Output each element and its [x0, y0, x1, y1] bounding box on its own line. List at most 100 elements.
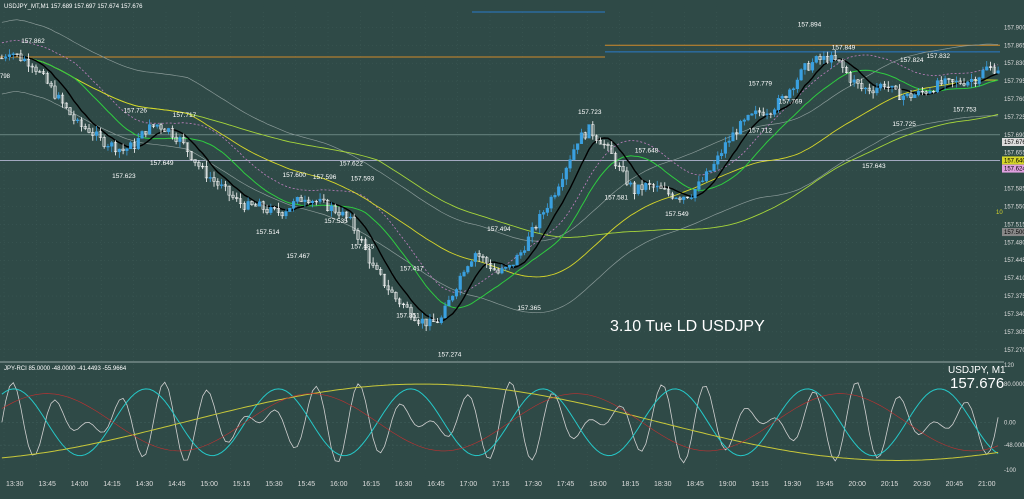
candle-body	[72, 114, 76, 121]
rci-tick-label: 120	[1004, 363, 1015, 369]
candle-body	[473, 253, 477, 262]
candle-body	[38, 71, 42, 73]
candle-body	[79, 119, 84, 127]
candle-body	[954, 80, 959, 83]
candle-body	[91, 132, 95, 136]
candle-body	[879, 83, 883, 89]
candle-body	[30, 65, 34, 68]
candle-body	[913, 94, 917, 98]
symbol-timeframe-label: USDJPY, M1	[948, 365, 1006, 376]
price-label: 157.549	[665, 211, 689, 218]
candle-body	[973, 78, 977, 84]
candle-body	[76, 119, 80, 121]
candle-body	[382, 273, 387, 287]
candle-body	[723, 142, 727, 154]
candle-body	[4, 56, 8, 59]
x-tick-label: 17:30	[524, 481, 542, 488]
x-tick-label: 20:30	[913, 481, 931, 488]
candle-body	[424, 318, 428, 327]
candle-body	[553, 195, 557, 198]
candle-body	[201, 165, 205, 168]
candle-body	[443, 305, 447, 318]
candle-body	[871, 90, 875, 94]
candle-body	[64, 102, 68, 108]
price-label: 157.535	[324, 218, 348, 225]
candle-body	[132, 142, 137, 149]
candle-body	[617, 165, 621, 167]
candle-body	[629, 182, 633, 185]
candle-body	[420, 318, 424, 324]
candle-body	[216, 181, 220, 186]
y-tick-label: 157.480	[1004, 240, 1024, 246]
candle-body	[852, 79, 856, 83]
candle-body	[242, 203, 246, 210]
candle-body	[276, 207, 280, 213]
candle-body	[932, 91, 936, 93]
candle-body	[102, 137, 106, 147]
candle-body	[254, 204, 258, 207]
candle-body	[882, 83, 887, 88]
rci-tick-label: -100	[1004, 468, 1017, 474]
candle-body	[598, 140, 602, 145]
candle-body	[511, 264, 515, 267]
candle-body	[670, 193, 674, 199]
candle-body	[909, 93, 913, 98]
x-tick-label: 17:15	[492, 481, 510, 488]
y-tick-label: 157.410	[1004, 276, 1024, 282]
candle-body	[409, 306, 413, 318]
price-marker-label: 157.624	[1004, 167, 1024, 173]
candle-body	[280, 212, 284, 217]
candle-body	[401, 303, 405, 306]
x-tick-label: 17:00	[460, 481, 478, 488]
candle-body	[193, 159, 197, 163]
candle-body	[920, 90, 924, 93]
candle-body	[708, 170, 712, 172]
candle-body	[49, 82, 53, 87]
rci-grid	[0, 383, 1000, 446]
price-label: 157.753	[953, 107, 977, 114]
candle-body	[7, 54, 12, 58]
candle-body	[992, 66, 996, 74]
candle-body	[398, 298, 402, 305]
candle-body	[814, 56, 818, 63]
candle-body	[863, 87, 868, 90]
rci-lines	[1, 381, 999, 464]
candle-body	[273, 207, 277, 209]
x-tick-label: 16:45	[427, 481, 445, 488]
candle-body	[466, 266, 470, 273]
candle-body	[867, 87, 871, 92]
candle-body	[572, 149, 576, 160]
candle-body	[875, 87, 879, 94]
price-label: 157.643	[862, 163, 886, 170]
candle-body	[269, 207, 273, 213]
price-label: 157.467	[286, 253, 310, 260]
price-label: 157.862	[21, 38, 45, 45]
candle-body	[432, 318, 436, 323]
time-axis[interactable]: 13:30 13:45 14:00 14:15 14:30 14:45 15:00 15:15…	[6, 481, 996, 488]
candle-body	[363, 239, 368, 250]
candle-body	[901, 95, 905, 100]
x-tick-label: 16:30	[395, 481, 413, 488]
candle-body	[439, 317, 443, 323]
x-tick-label: 14:45	[168, 481, 186, 488]
y-tick-label: 157.445	[1004, 258, 1024, 264]
candle-body	[886, 86, 890, 89]
candle-body	[68, 107, 72, 116]
x-tick-label: 16:00	[330, 481, 348, 488]
candle-body	[136, 138, 140, 149]
candle-body	[15, 53, 19, 55]
candle-body	[481, 256, 485, 258]
candle-body	[405, 304, 409, 308]
candle-body	[935, 80, 940, 93]
price-label: 157.600	[283, 172, 307, 179]
candle-body	[41, 71, 46, 74]
price-marker	[1002, 137, 1024, 146]
candle-body	[958, 80, 962, 84]
candle-body	[227, 185, 231, 196]
ma-mid-line	[1, 55, 999, 278]
candle-body	[576, 143, 580, 150]
candle-body	[458, 275, 462, 290]
candle-body	[742, 119, 746, 122]
candle-body	[189, 151, 193, 160]
price-label: 157.485	[351, 244, 375, 251]
